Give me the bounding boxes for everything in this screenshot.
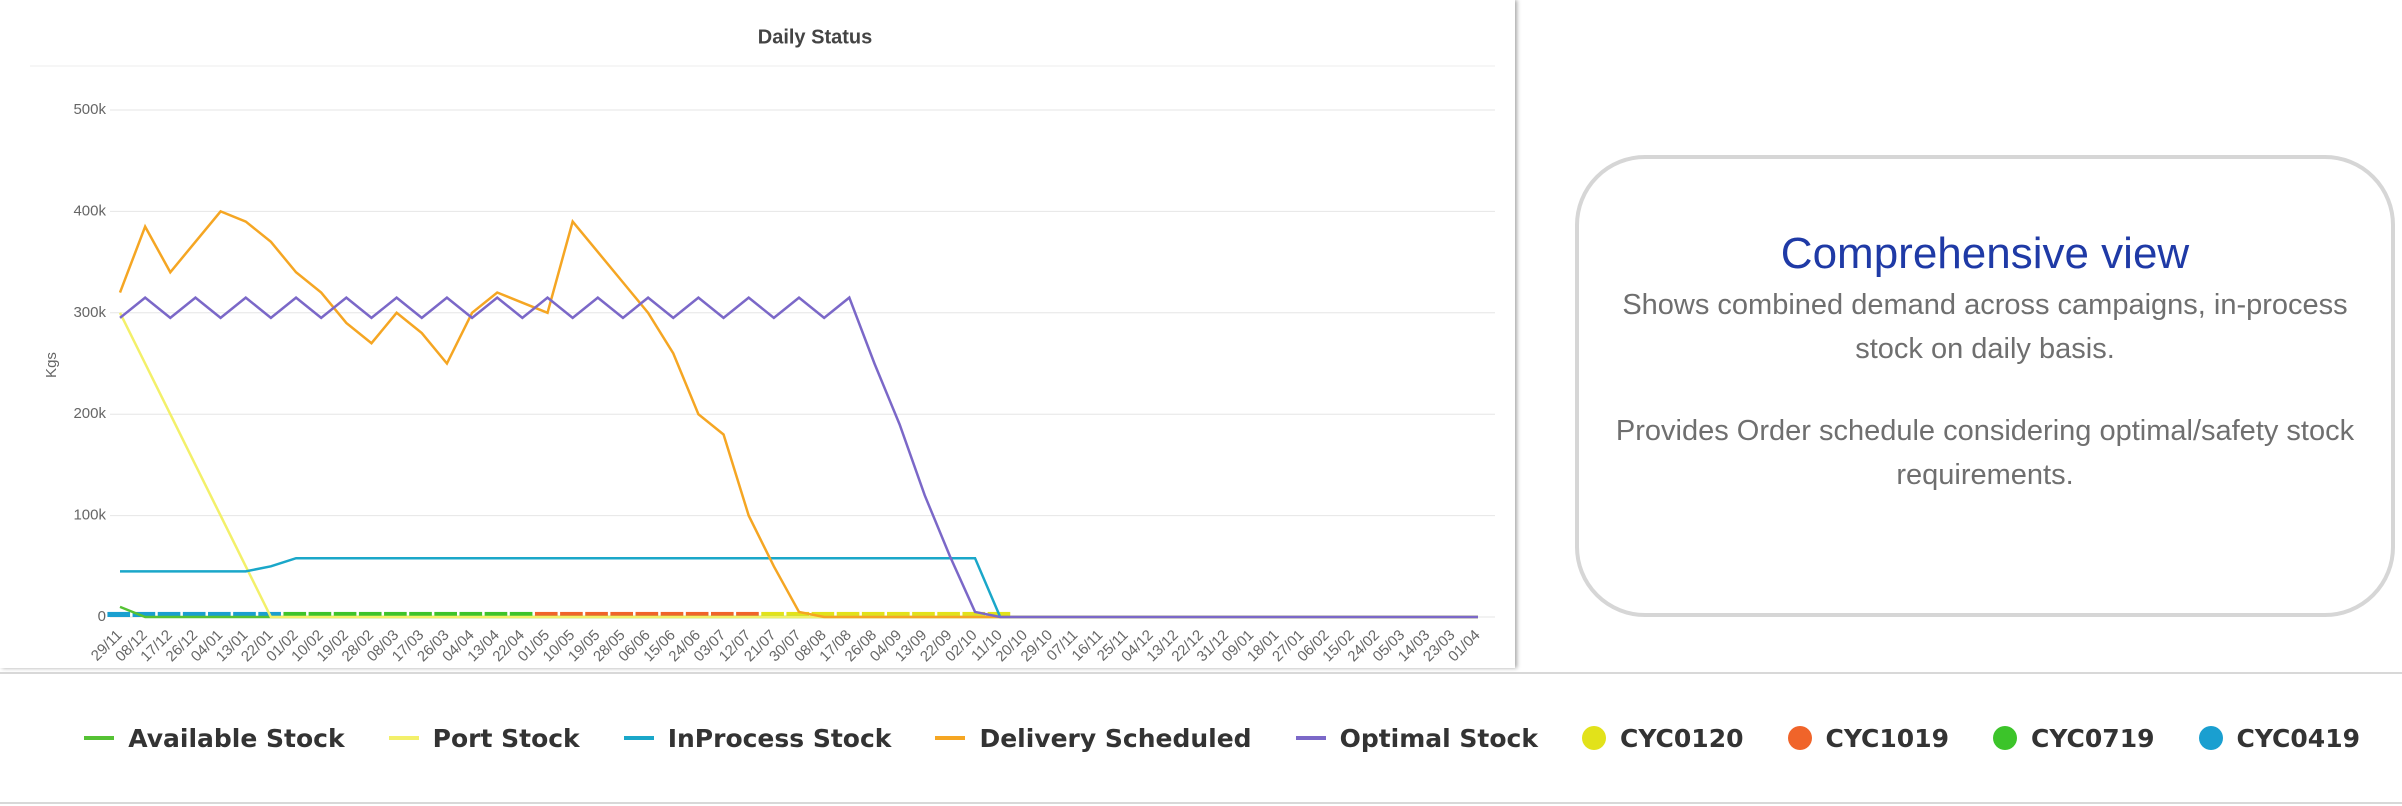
legend-label: Delivery Scheduled xyxy=(979,723,1252,753)
bar xyxy=(358,611,382,617)
legend-swatch xyxy=(2198,726,2223,750)
legend-swatch xyxy=(935,736,966,740)
bar xyxy=(308,611,332,617)
legend-swatch xyxy=(1993,726,2017,750)
bar xyxy=(887,611,910,617)
bar xyxy=(660,611,684,617)
bar xyxy=(208,611,231,617)
chart-title: Daily Status xyxy=(758,26,872,48)
bar xyxy=(233,611,256,617)
y-tick-label: 400k xyxy=(73,202,106,219)
bar xyxy=(736,611,759,617)
line xyxy=(120,556,1478,619)
legend-label: Available Stock xyxy=(128,723,345,753)
bar xyxy=(610,611,634,617)
bar xyxy=(585,611,608,617)
legend-swatch xyxy=(1582,726,1606,750)
legend-swatch xyxy=(388,736,419,740)
bar xyxy=(107,611,131,617)
line xyxy=(118,312,1478,619)
legend-item[interactable]: CYC0719 xyxy=(1993,724,2155,753)
bar xyxy=(132,611,156,617)
y-tick-label: 200k xyxy=(73,405,106,422)
legend-label: CYC1019 xyxy=(1825,723,1950,753)
legend-item[interactable]: Delivery Scheduled xyxy=(935,723,1252,753)
legend-item[interactable]: CYC0419 xyxy=(2198,723,2361,753)
bar xyxy=(384,611,407,617)
bar xyxy=(962,611,986,617)
legend-swatch xyxy=(1295,736,1326,740)
bar xyxy=(434,611,457,617)
callout-text: Provides Order schedule considering opti… xyxy=(1615,415,2355,491)
bar xyxy=(710,611,734,617)
chart-panel: Daily Status Kgs 0 100k 200k 300k 400k 500k 29… xyxy=(30,26,1495,666)
y-tick-label: 300k xyxy=(73,304,106,321)
bar xyxy=(786,611,810,617)
legend-label: CYC0419 xyxy=(2236,723,2361,753)
y-tick-label: 500k xyxy=(73,101,106,118)
legend-label: Port Stock xyxy=(432,723,580,753)
bar xyxy=(560,611,583,617)
line xyxy=(119,295,1478,619)
bar xyxy=(685,611,709,617)
chart: Daily Status Kgs 0100k200k300k400k500k29… xyxy=(30,26,1495,665)
y-tick-label: 100k xyxy=(73,507,106,524)
legend-label: InProcess Stock xyxy=(667,723,892,753)
legend-item[interactable]: CYC1019 xyxy=(1787,723,1950,753)
legend-item[interactable]: Optimal Stock xyxy=(1295,723,1538,753)
legend-swatch xyxy=(84,736,115,740)
legend-item[interactable]: Port Stock xyxy=(388,723,580,753)
legend-swatch xyxy=(623,736,654,740)
bar xyxy=(635,611,659,617)
bar xyxy=(937,611,960,617)
legend: Available Stock Port Stock InProcess Stock… xyxy=(0,672,2402,804)
bar xyxy=(509,611,533,617)
legend-label: Optimal Stock xyxy=(1339,723,1538,753)
legend-label: CYC0719 xyxy=(2031,723,2155,753)
bar xyxy=(333,611,357,617)
bar xyxy=(484,611,508,617)
legend-swatch xyxy=(1787,726,1812,750)
callout-title: Comprehensive view xyxy=(1780,229,2190,278)
bar xyxy=(861,611,885,617)
bar xyxy=(182,611,206,617)
bar xyxy=(761,611,784,617)
bar xyxy=(409,611,432,617)
legend-label: CYC0120 xyxy=(1620,723,1744,753)
legend-item[interactable]: InProcess Stock xyxy=(623,723,892,753)
legend-item[interactable]: Available Stock xyxy=(84,723,345,753)
legend-item[interactable]: CYC0120 xyxy=(1582,724,1744,753)
bar xyxy=(912,611,935,617)
callout: Comprehensive view Shows combined demand… xyxy=(1575,155,2395,617)
callout-text: Shows combined demand across campaigns, … xyxy=(1622,289,2348,365)
bar xyxy=(157,611,181,617)
y-axis-label: Kgs xyxy=(43,352,60,378)
bar xyxy=(811,611,835,617)
bar xyxy=(283,611,307,617)
bar xyxy=(459,611,483,617)
y-tick-label: 0 xyxy=(98,608,106,625)
bar xyxy=(836,611,860,617)
bar xyxy=(534,611,558,617)
